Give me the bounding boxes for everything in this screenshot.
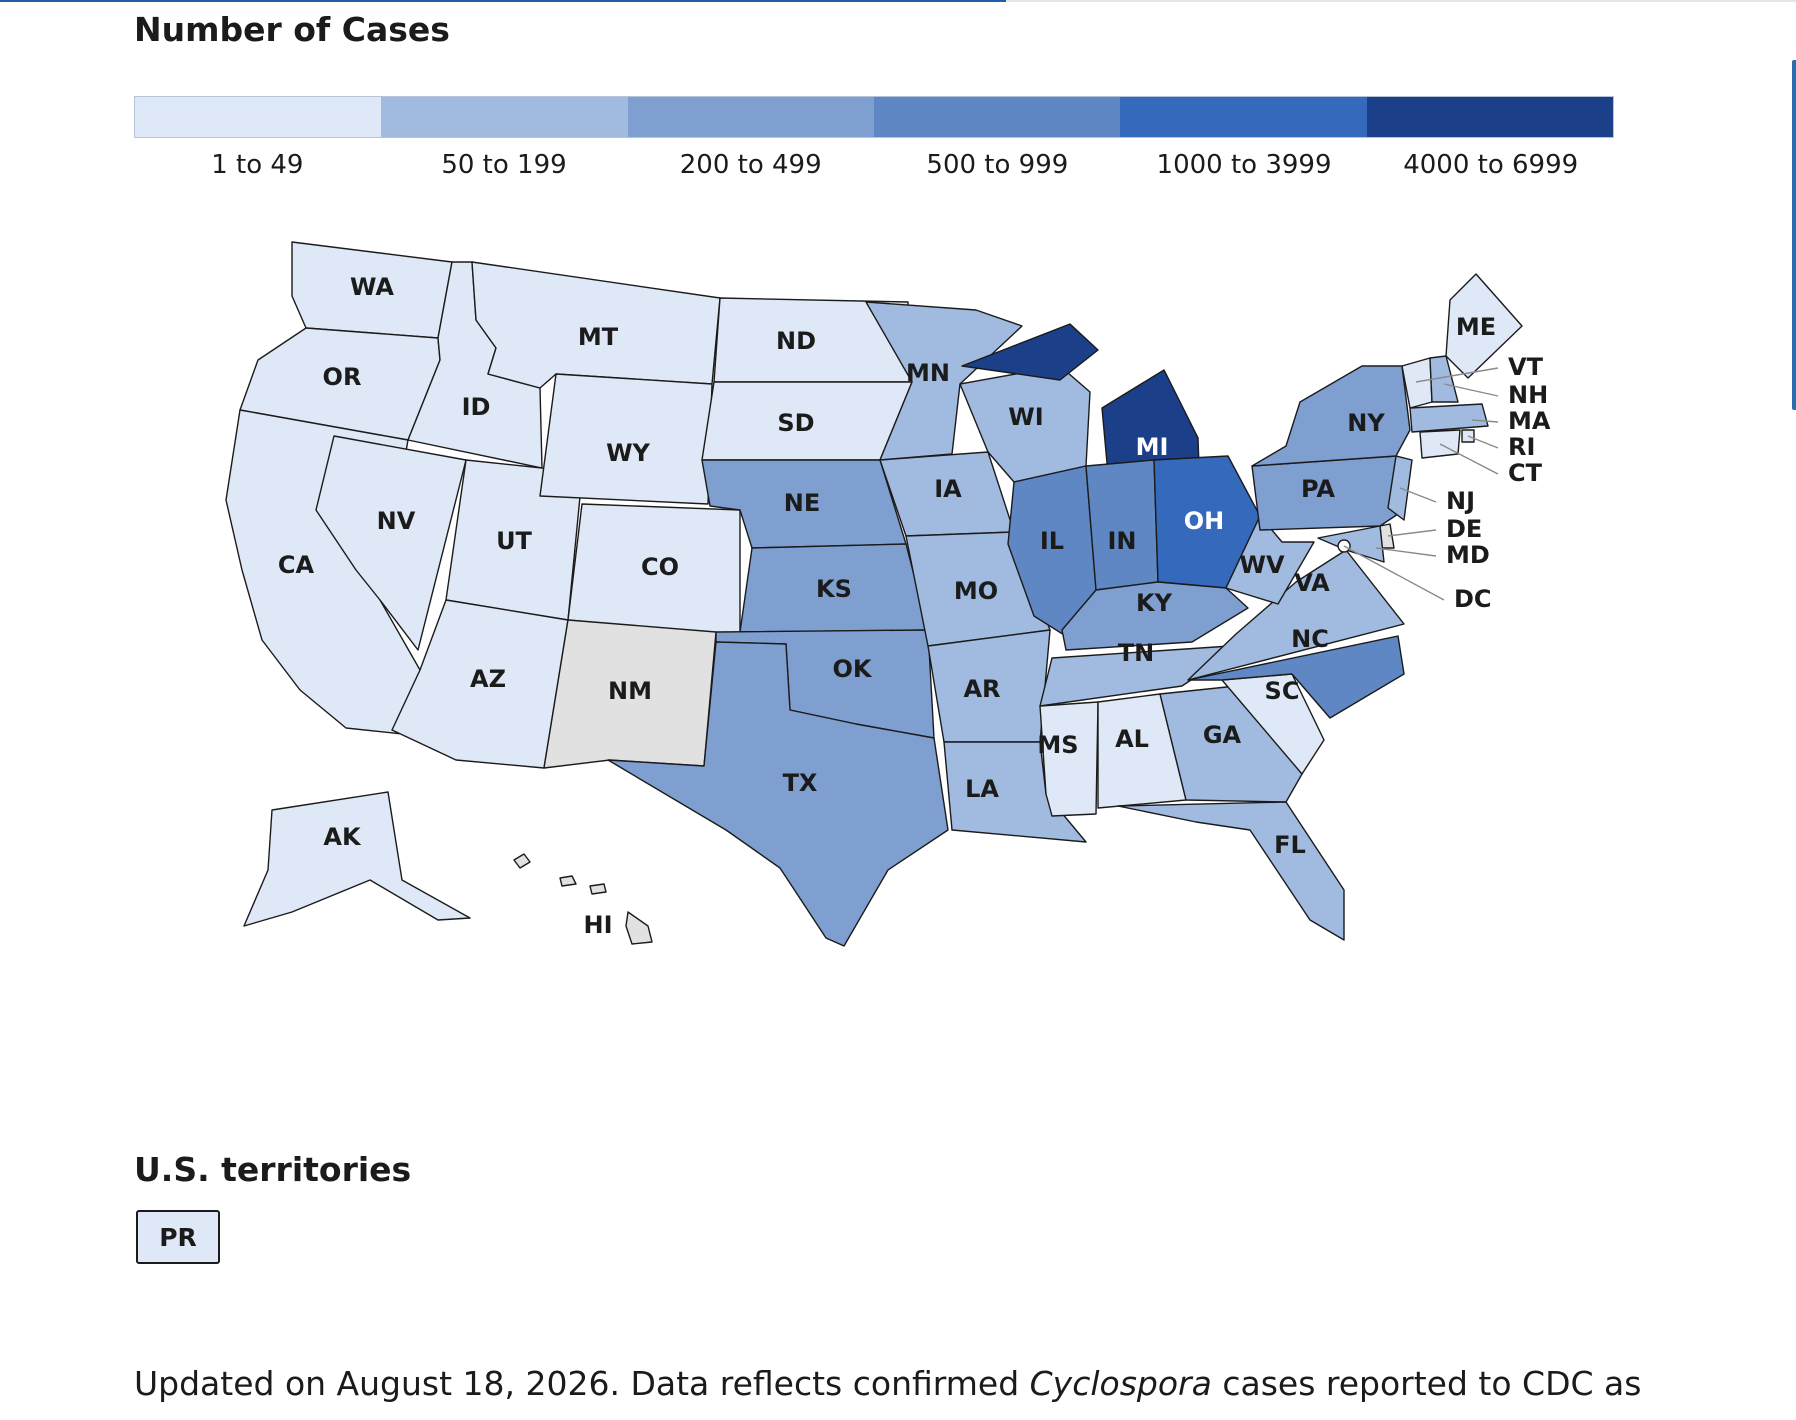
callout-line-ma [1471,419,1499,423]
legend-label: 4000 to 6999 [1403,150,1579,180]
legend-swatch-1 [135,97,382,137]
callout-label-ri: RI [1508,433,1535,461]
callout-line-nj [1399,487,1437,503]
callout-label-ct: CT [1508,459,1543,487]
legend-label: 200 to 499 [679,150,822,180]
state-ga[interactable] [1159,685,1303,803]
footnote: Updated on August 18, 2026. Data reflect… [134,1364,1641,1403]
state-co[interactable] [567,503,741,637]
footnote-italic: Cyclospora [1029,1364,1212,1403]
state-mt[interactable] [471,261,721,389]
state-ut[interactable] [445,459,583,621]
callout-label-md: MD [1446,541,1490,569]
legend-title: Number of Cases [134,10,450,49]
legend-label: 1 to 49 [211,150,304,180]
callout-line-ri [1467,435,1499,449]
state-nc[interactable] [1187,635,1405,719]
state-la[interactable] [943,741,1087,843]
state-nh[interactable] [1429,355,1459,403]
state-in[interactable] [1085,459,1159,591]
legend-labels: 1 to 49 50 to 199 200 to 499 500 to 999 … [134,150,1614,180]
state-mn[interactable] [865,301,1023,461]
callout-line-vt [1415,367,1499,383]
state-md[interactable] [1317,525,1385,563]
callout-label-nh: NH [1508,381,1548,409]
legend-swatch-2 [381,97,628,137]
state-pa[interactable] [1251,455,1405,531]
state-fl[interactable] [1117,801,1345,941]
callout-line-md [1375,547,1437,557]
state-hi[interactable] [513,853,653,945]
territory-pr-button[interactable]: PR [136,1210,220,1264]
state-tx[interactable] [607,641,949,947]
legend-label: 50 to 199 [441,150,567,180]
state-wa[interactable] [291,241,453,339]
callout-label-dc: DC [1454,585,1492,613]
callout-line-nh [1443,383,1499,397]
page-progress-track [0,0,1796,2]
us-map-svg: WAORCAIDNVUTAZMTWYCONMNDSDNEKSOKTXMNIAMO… [225,241,1551,947]
state-ny[interactable] [1251,365,1411,467]
legend-color-scale [134,96,1614,138]
legend-label: 1000 to 3999 [1156,150,1332,180]
legend-swatch-5 [1120,97,1367,137]
callout-line-dc [1343,545,1445,601]
state-label-hi: HI [583,911,612,939]
state-ky[interactable] [1061,581,1249,651]
territories-heading: U.S. territories [134,1150,412,1189]
callout-line-ct [1439,443,1499,475]
footnote-text: Updated on August 18, 2026. Data reflect… [134,1364,1030,1403]
us-choropleth-map: WA OR CA ID NV UT AZ MT WY CO NM ND SD NE KS OK TX MN IA MO… [0,170,1796,1120]
state-ar[interactable] [927,629,1051,743]
state-ms[interactable] [1039,701,1099,817]
legend-swatch-3 [627,97,874,137]
legend-swatch-4 [873,97,1121,137]
state-sd[interactable] [701,381,913,461]
state-nm[interactable] [543,619,717,769]
state-ak[interactable] [243,791,471,927]
state-ks[interactable] [739,543,929,633]
callout-label-ma: MA [1508,407,1551,435]
state-ma[interactable] [1409,403,1489,433]
callout-line-de [1387,529,1437,537]
footnote-text-end: cases reported to CDC as [1211,1364,1642,1403]
callout-label-nj: NJ [1446,487,1475,515]
legend-swatch-6 [1366,97,1613,137]
state-me[interactable] [1445,273,1523,379]
state-wv[interactable] [1225,515,1315,605]
callout-label-de: DE [1446,515,1482,543]
scrollbar-thumb[interactable] [1792,60,1796,410]
legend-label: 500 to 999 [926,150,1069,180]
callout-label-vt: VT [1508,353,1544,381]
page-progress-fill [0,0,1006,2]
state-wy[interactable] [539,373,713,505]
